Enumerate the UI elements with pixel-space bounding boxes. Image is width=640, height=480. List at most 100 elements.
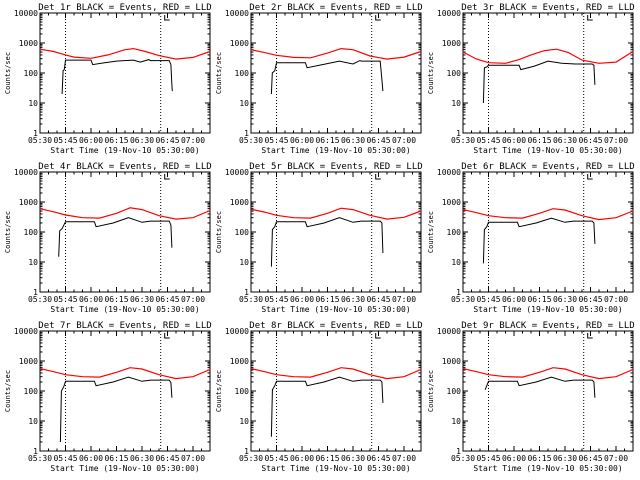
panel-det-9: Det 9r BLACK = Events, RED = LLD 1 10 100 10…	[427, 321, 635, 473]
y-axis-label: Counts/sec	[427, 370, 435, 412]
x-tick-label: 05:45	[264, 454, 288, 463]
events-series-line	[61, 59, 173, 95]
events-series-line	[482, 217, 596, 264]
y-tick-label: 100	[447, 387, 462, 396]
x-axis-label: Start Time (19-Nov-10 05:30:00)	[50, 464, 199, 473]
y-tick-label: 1000	[442, 39, 461, 48]
x-axis-label: Start Time (19-Nov-10 05:30:00)	[50, 305, 199, 314]
x-tick-label: 06:30	[553, 295, 577, 304]
y-axis-label: Counts/sec	[4, 52, 12, 94]
x-tick-label: 06:45	[578, 295, 602, 304]
lld-series-line	[39, 47, 211, 60]
panel-det-7: Det 7r BLACK = Events, RED = LLD 1 10 100 10…	[4, 321, 212, 473]
x-tick-label: 06:30	[130, 136, 154, 145]
y-tick-label: 1	[244, 288, 249, 297]
x-tick-label: 06:00	[290, 295, 314, 304]
x-tick-label: 06:15	[104, 136, 128, 145]
marker-bracket	[587, 15, 593, 21]
marker-bracket	[587, 174, 593, 180]
events-series-line	[270, 217, 384, 267]
x-tick-label: 06:00	[290, 136, 314, 145]
x-tick-label: 05:45	[264, 136, 288, 145]
x-tick-label: 06:45	[155, 136, 179, 145]
x-tick-label: 06:15	[315, 454, 339, 463]
y-tick-label: 10	[451, 258, 461, 267]
panel-title: Det 5r BLACK = Events, RED = LLD	[249, 162, 422, 172]
panel-det-4: Det 4r BLACK = Events, RED = LLD 1 10 100 10…	[4, 162, 212, 314]
x-tick-label: 05:30	[28, 295, 52, 304]
y-tick-label: 1000	[19, 39, 38, 48]
y-axis-label: Counts/sec	[215, 370, 223, 412]
panel-det-6: Det 6r BLACK = Events, RED = LLD 1 10 100 10…	[427, 162, 635, 314]
x-tick-label: 06:30	[341, 295, 365, 304]
x-tick-label: 06:30	[553, 136, 577, 145]
y-tick-label: 1	[456, 447, 461, 456]
x-tick-label: 06:00	[502, 295, 526, 304]
lld-series-line	[462, 208, 634, 221]
x-axis-label: Start Time (19-Nov-10 05:30:00)	[473, 464, 622, 473]
x-tick-label: 05:30	[239, 295, 263, 304]
x-tick-label: 06:00	[79, 136, 103, 145]
panel-title: Det 4r BLACK = Events, RED = LLD	[38, 162, 211, 172]
x-tick-label: 07:00	[181, 136, 205, 145]
y-tick-label: 10	[239, 99, 249, 108]
x-tick-label: 06:30	[553, 454, 577, 463]
y-tick-label: 100	[235, 387, 250, 396]
events-series-line	[270, 376, 384, 437]
x-axis-label: Start Time (19-Nov-10 05:30:00)	[261, 464, 410, 473]
x-tick-label: 05:30	[451, 295, 475, 304]
y-tick-label: 100	[235, 69, 250, 78]
x-tick-label: 06:45	[578, 136, 602, 145]
x-tick-label: 06:45	[366, 136, 390, 145]
x-tick-label: 06:45	[578, 454, 602, 463]
y-tick-label: 1	[244, 447, 249, 456]
y-tick-label: 100	[447, 228, 462, 237]
y-tick-label: 10000	[437, 168, 461, 177]
x-tick-label: 05:45	[476, 295, 500, 304]
x-tick-label: 07:00	[181, 295, 205, 304]
x-tick-label: 05:30	[451, 454, 475, 463]
x-tick-label: 05:30	[28, 136, 52, 145]
y-tick-label: 10000	[14, 168, 38, 177]
y-tick-label: 10000	[225, 168, 249, 177]
y-axis-label: Counts/sec	[427, 52, 435, 94]
y-tick-label: 1	[244, 129, 249, 138]
x-tick-label: 05:45	[476, 454, 500, 463]
x-tick-label: 05:45	[264, 295, 288, 304]
x-tick-label: 05:45	[53, 136, 77, 145]
y-tick-label: 1	[456, 288, 461, 297]
panel-title: Det 7r BLACK = Events, RED = LLD	[38, 321, 211, 331]
y-tick-label: 10	[28, 99, 38, 108]
x-tick-label: 06:00	[502, 454, 526, 463]
x-tick-label: 05:30	[28, 454, 52, 463]
marker-bracket	[375, 174, 381, 180]
x-tick-label: 07:00	[604, 454, 628, 463]
events-series-line	[484, 376, 596, 398]
lld-series-line	[250, 207, 422, 220]
x-tick-label: 06:30	[130, 295, 154, 304]
y-axis-label: Counts/sec	[215, 211, 223, 253]
x-tick-label: 07:00	[604, 136, 628, 145]
panel-det-5: Det 5r BLACK = Events, RED = LLD 1 10 100 10…	[215, 162, 423, 314]
events-series-line	[58, 217, 173, 257]
x-tick-label: 05:30	[239, 136, 263, 145]
x-axis-label: Start Time (19-Nov-10 05:30:00)	[261, 305, 410, 314]
y-tick-label: 1	[33, 447, 38, 456]
x-tick-label: 06:00	[79, 295, 103, 304]
x-tick-label: 05:45	[476, 136, 500, 145]
x-axis-label: Start Time (19-Nov-10 05:30:00)	[261, 146, 410, 155]
marker-bracket	[164, 15, 170, 21]
y-tick-label: 10	[239, 417, 249, 426]
x-tick-label: 07:00	[392, 295, 416, 304]
x-tick-label: 06:15	[104, 454, 128, 463]
y-tick-label: 10	[451, 99, 461, 108]
y-tick-label: 100	[24, 387, 39, 396]
lld-series-line	[462, 48, 634, 64]
y-tick-label: 100	[447, 69, 462, 78]
x-tick-label: 06:45	[366, 454, 390, 463]
y-tick-label: 1000	[19, 198, 38, 207]
events-series-line	[59, 376, 173, 443]
y-tick-label: 10000	[14, 9, 38, 18]
panel-det-1: Det 1r BLACK = Events, RED = LLD 1 10 100 10…	[4, 3, 212, 155]
